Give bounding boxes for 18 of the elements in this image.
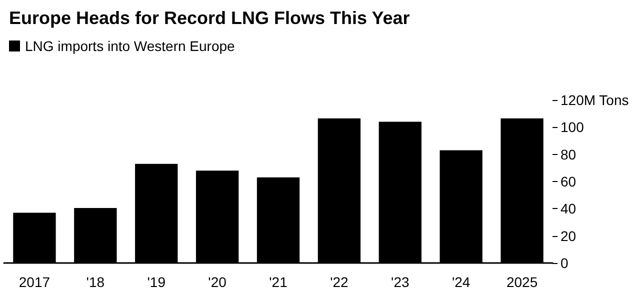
- x-tick-label: 2025: [506, 274, 538, 290]
- x-tick-label: '22: [330, 274, 349, 290]
- x-tick-label: '23: [391, 274, 410, 290]
- x-tick-label: '19: [147, 274, 166, 290]
- y-tick-label: 20: [560, 228, 576, 244]
- y-tick-label: 100: [560, 119, 584, 136]
- x-tick-label: '24: [452, 274, 470, 290]
- y-tick-label: 40: [560, 200, 576, 217]
- chart-title: Europe Heads for Record LNG Flows This Year: [9, 8, 410, 28]
- x-tick-label: '18: [86, 274, 105, 290]
- y-tick-label: 60: [560, 174, 576, 190]
- y-tick-label: 80: [560, 146, 576, 162]
- y-tick-label: 0: [560, 255, 569, 271]
- x-tick-label: 2017: [18, 274, 50, 290]
- x-tick-label: '21: [269, 274, 288, 290]
- y-tick-label: 120M Tons: [560, 92, 629, 108]
- legend-label: LNG imports into Western Europe: [25, 38, 236, 54]
- x-tick-label: '20: [208, 274, 227, 290]
